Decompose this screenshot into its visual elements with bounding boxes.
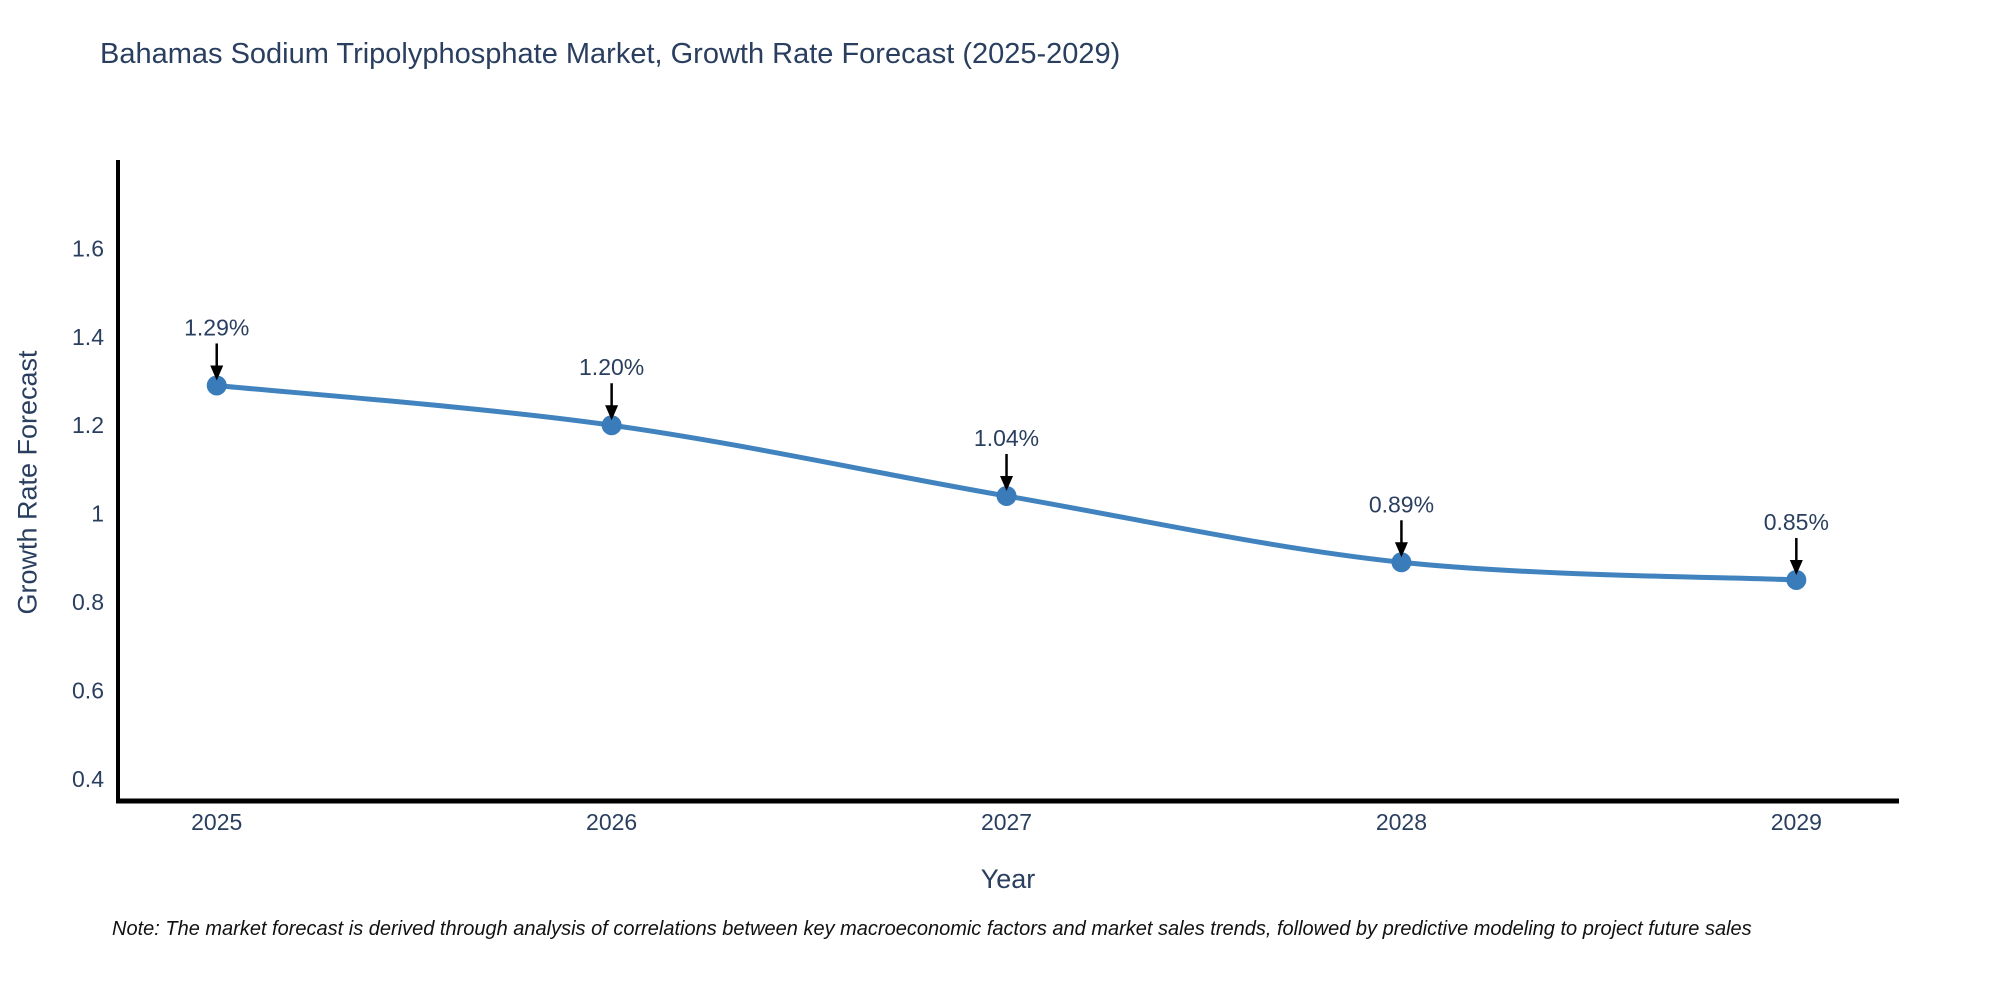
y-tick-label: 1.2	[72, 412, 104, 438]
data-point-marker	[601, 415, 622, 436]
y-tick-label: 0.4	[72, 766, 104, 792]
y-tick-label: 1	[91, 501, 104, 527]
annotation-arrow-head	[210, 365, 224, 381]
annotation-arrow-head	[1000, 475, 1014, 491]
data-point-marker	[1786, 569, 1807, 590]
data-point-label: 1.29%	[184, 314, 249, 340]
annotation-arrow-head	[605, 405, 619, 421]
chart-title: Bahamas Sodium Tripolyphosphate Market, …	[100, 38, 1121, 70]
x-axis-title: Year	[980, 864, 1036, 894]
data-point-marker	[206, 375, 227, 396]
footnote: Note: The market forecast is derived thr…	[112, 918, 1752, 940]
x-tick-label: 2028	[1376, 809, 1427, 835]
annotation-arrow-head	[1789, 559, 1803, 575]
x-tick-label: 2026	[586, 809, 637, 835]
y-tick-label: 0.8	[72, 589, 104, 615]
data-point-label: 1.20%	[579, 354, 644, 380]
data-point-label: 0.85%	[1764, 509, 1829, 535]
x-tick-label: 2029	[1771, 809, 1822, 835]
annotation-arrow-head	[1394, 542, 1408, 558]
data-point-marker	[1391, 552, 1412, 573]
y-tick-label: 1.4	[72, 324, 104, 350]
data-point-label: 0.89%	[1369, 491, 1434, 517]
x-tick-label: 2025	[191, 809, 242, 835]
data-point-label: 1.04%	[974, 425, 1039, 451]
y-tick-label: 1.6	[72, 235, 104, 261]
y-tick-label: 0.6	[72, 677, 104, 703]
data-point-marker	[996, 485, 1017, 506]
x-tick-label: 2027	[981, 809, 1032, 835]
